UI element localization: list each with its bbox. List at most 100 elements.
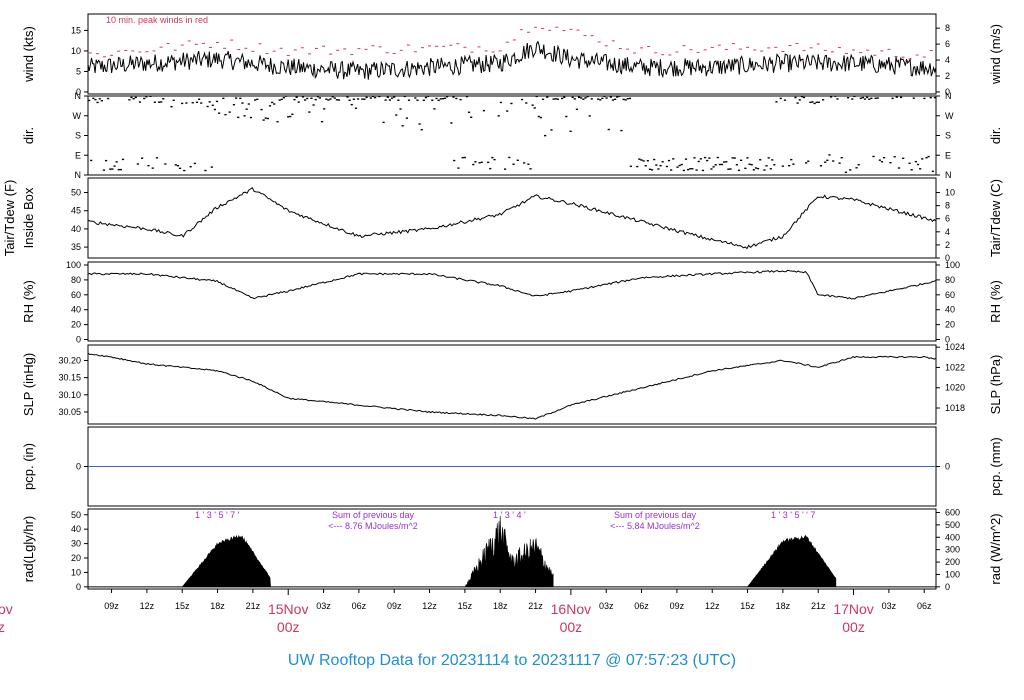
temp-ytick-label: 45	[71, 206, 81, 216]
temp-ytick-label: 35	[71, 242, 81, 252]
temp-axis-label: Inside Box	[21, 187, 36, 248]
wind-ytick-label: 15	[71, 25, 81, 35]
x-tick-label: 09z	[670, 601, 685, 611]
slp-ytick-label: 1018	[945, 403, 965, 413]
rad-ytick-label: 40	[71, 524, 81, 534]
temp-ytick-label: 10	[945, 188, 955, 198]
slp-ytick-label: 30.05	[58, 407, 81, 417]
rad-ytick-label: 30	[71, 539, 81, 549]
dir-ytick-label: N	[945, 170, 952, 180]
slp-ytick-label: 30.20	[58, 355, 81, 365]
wind-ytick-label: 5	[76, 66, 81, 76]
edge-date-label: ov	[0, 601, 13, 617]
dir-axis-label: dir.	[21, 127, 36, 144]
rad-ytick-label: 10	[71, 567, 81, 577]
dir-ytick-label: S	[75, 131, 81, 141]
rad-sum-note: <--- 8.76 MJoules/m^2	[328, 521, 418, 531]
slp-ytick-label: 30.10	[58, 390, 81, 400]
date-label: 15Nov	[268, 601, 308, 617]
x-tick-label: 06z	[352, 601, 367, 611]
wind-ytick-label: 10	[71, 46, 81, 56]
x-tick-label: 09z	[104, 601, 119, 611]
rad-axis-label: rad (W/m^2)	[988, 513, 1003, 584]
rh-ytick-label: 80	[945, 275, 955, 285]
panel-frame-slp	[87, 344, 937, 425]
x-tick-label: 06z	[917, 601, 932, 611]
edge-date-hour: z	[0, 619, 5, 635]
figure-title: UW Rooftop Data for 20231114 to 20231117…	[288, 652, 736, 669]
panel-layer	[84, 13, 940, 595]
rad-ytick-label: 100	[945, 569, 960, 579]
date-hour-label: 00z	[560, 619, 583, 635]
x-tick-label: 06z	[634, 601, 649, 611]
slp-ytick-label: 30.15	[58, 373, 81, 383]
x-tick-label: 09z	[387, 601, 402, 611]
rh-ytick-label: 40	[71, 305, 81, 315]
date-label: 17Nov	[833, 601, 873, 617]
x-tick-label: 21z	[811, 601, 826, 611]
wind-axis-label: wind (m/s)	[988, 24, 1003, 85]
rad-ytick-label: 0	[945, 582, 950, 592]
rad-ytick-label: 400	[945, 532, 960, 542]
rad-ytick-label: 50	[71, 510, 81, 520]
panel-frame-rh	[87, 261, 937, 342]
rad-day-area	[176, 534, 271, 588]
rh-ytick-label: 0	[945, 335, 950, 345]
slp-series-line	[88, 352, 936, 420]
x-tick-label: 21z	[246, 601, 261, 611]
rh-ytick-label: 60	[71, 290, 81, 300]
rad-ytick-label: 200	[945, 557, 960, 567]
dir-ytick-label: N	[75, 91, 82, 101]
temp-ytick-label: 40	[71, 224, 81, 234]
rh-axis-label: RH (%)	[21, 280, 36, 323]
rad-sun-marks: 1 ' 3 ' 5 ' ' 7	[771, 510, 815, 520]
date-hour-label: 00z	[277, 619, 300, 635]
wind-peak-note: 10 min. peak winds in red	[106, 15, 208, 25]
rh-ytick-label: 60	[945, 290, 955, 300]
x-tick-label: 15z	[458, 601, 473, 611]
rh-ytick-label: 20	[945, 320, 955, 330]
x-tick-label: 03z	[599, 601, 614, 611]
dir-ytick-label: E	[945, 150, 951, 160]
rad-day-area	[459, 516, 554, 588]
dir-ytick-label: E	[75, 150, 81, 160]
x-tick-label: 18z	[776, 601, 791, 611]
panel-frame-wind	[87, 13, 937, 95]
dir-axis-label: dir.	[988, 127, 1003, 144]
rh-ytick-label: 100	[945, 260, 960, 270]
rh-ytick-label: 0	[76, 335, 81, 345]
rad-ytick-label: 600	[945, 507, 960, 517]
temp-ytick-label: 6	[945, 214, 950, 224]
wind-axis-label: wind (kts)	[21, 26, 36, 83]
slp-ytick-label: 1022	[945, 362, 965, 372]
slp-ytick-label: 1020	[945, 383, 965, 393]
wind-ytick-label: 0	[945, 87, 950, 97]
rh-ytick-label: 40	[945, 305, 955, 315]
wind-ytick-label: 6	[945, 39, 950, 49]
temp-axis-label: Tair/Tdew (C)	[988, 179, 1003, 257]
temp-ytick-label: 8	[945, 201, 950, 211]
date-hour-label: 00z	[842, 619, 865, 635]
temp-axis-label: Tair/Tdew (F)	[2, 180, 17, 257]
wind-ytick-label: 4	[945, 55, 950, 65]
dir-ytick-label: W	[945, 111, 954, 121]
temp-ytick-label: 50	[71, 188, 81, 198]
rad-sun-marks: 1 ' 3 ' 4 '	[493, 510, 526, 520]
x-tick-label: 18z	[493, 601, 508, 611]
x-tick-label: 12z	[422, 601, 437, 611]
x-tick-label: 15z	[740, 601, 755, 611]
x-tick-label: 12z	[705, 601, 720, 611]
pcp-ytick-label: 0	[945, 462, 950, 472]
slp-ytick-label: 1024	[945, 342, 965, 352]
label-layer: 0 5 10 15 0 2 4 6 8 wind (kts) wind (m/s) 10 min. p…	[0, 15, 1003, 669]
slp-axis-label: SLP (inHg)	[21, 353, 36, 416]
rh-ytick-label: 80	[71, 275, 81, 285]
rad-sun-marks: 1 ' 3 ' 5 ' 7 '	[195, 510, 240, 520]
rad-axis-label: rad(Lgly/hr)	[21, 516, 36, 582]
rh-ytick-label: 100	[66, 260, 81, 270]
temp-series-line	[88, 186, 936, 250]
rad-day-area	[741, 534, 837, 588]
rh-series-line	[88, 269, 936, 300]
pcp-ytick-label: 0	[76, 462, 81, 472]
x-tick-label: 18z	[210, 601, 225, 611]
